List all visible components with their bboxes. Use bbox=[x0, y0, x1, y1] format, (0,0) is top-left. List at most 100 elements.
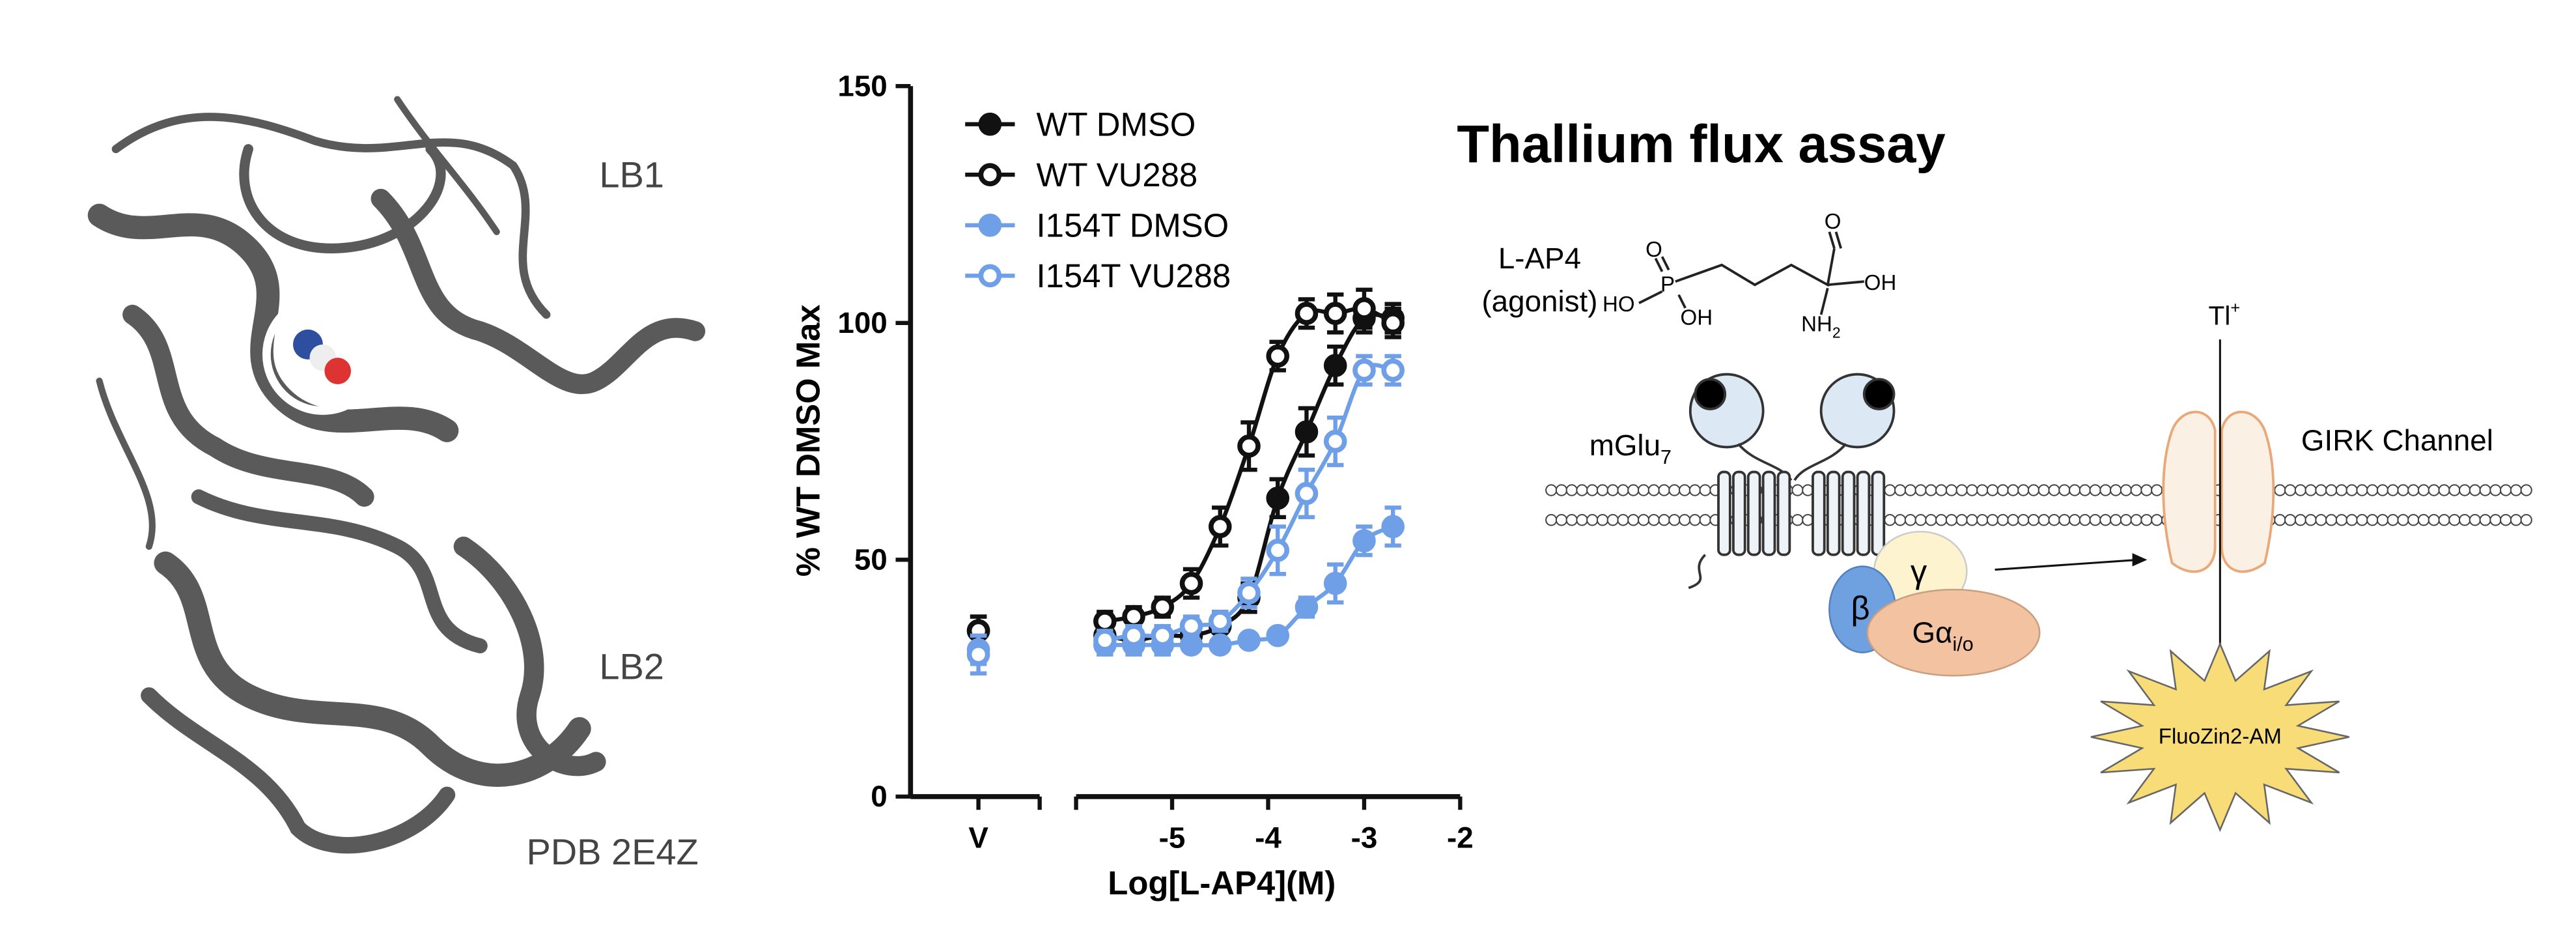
data-point bbox=[1295, 481, 1319, 505]
lipid bbox=[1658, 484, 1670, 496]
data-point bbox=[1381, 311, 1405, 335]
lipid bbox=[2417, 514, 2430, 526]
lipid bbox=[2520, 484, 2532, 496]
lipid bbox=[2099, 484, 2112, 496]
helix bbox=[1761, 470, 1776, 556]
lipid bbox=[1668, 484, 1681, 496]
lipid bbox=[2407, 514, 2420, 526]
lipid bbox=[2274, 484, 2286, 496]
lipid bbox=[1986, 514, 1999, 526]
x-tick-label: -5 bbox=[1159, 821, 1186, 855]
lipid bbox=[2438, 484, 2450, 496]
lipid bbox=[2284, 484, 2297, 496]
data-point bbox=[1151, 595, 1175, 619]
lipid bbox=[2397, 484, 2409, 496]
lipid bbox=[1555, 484, 1568, 496]
lipid bbox=[1658, 514, 1670, 526]
lipid bbox=[1802, 484, 1814, 496]
alpha-subunit bbox=[1866, 588, 2041, 677]
lipid bbox=[1647, 514, 1660, 526]
data-point bbox=[1208, 610, 1232, 633]
lipid bbox=[2079, 514, 2092, 526]
data-point bbox=[1323, 571, 1347, 595]
lipid bbox=[1904, 484, 1917, 496]
lipid bbox=[2140, 484, 2153, 496]
data-point bbox=[1323, 354, 1347, 377]
data-point bbox=[1266, 538, 1290, 562]
lipid bbox=[2079, 484, 2092, 496]
lipid bbox=[2058, 514, 2071, 526]
lipid bbox=[2007, 514, 2019, 526]
lipid bbox=[2458, 484, 2471, 496]
data-point bbox=[1237, 629, 1261, 652]
lipid bbox=[2376, 484, 2389, 496]
lipid bbox=[1699, 514, 1711, 526]
receptor-label: mGlu bbox=[1589, 429, 1660, 462]
lipid bbox=[2284, 514, 2297, 526]
lipid bbox=[2058, 484, 2071, 496]
lipid bbox=[2037, 484, 2051, 496]
lipid bbox=[2520, 514, 2532, 526]
chem-subscript: 2 bbox=[1832, 324, 1841, 341]
lipid bbox=[1935, 484, 1948, 496]
receptor-label: mGlu7 bbox=[1589, 429, 1672, 468]
lipid bbox=[1914, 514, 1927, 526]
lipid bbox=[1945, 514, 1958, 526]
data-point bbox=[1237, 434, 1261, 458]
data-point bbox=[966, 642, 990, 666]
alpha-label: Gαi/o bbox=[1912, 616, 1973, 655]
data-point bbox=[1352, 529, 1376, 553]
lipid bbox=[2151, 484, 2163, 496]
lipid bbox=[1884, 514, 1896, 526]
lipid bbox=[1586, 514, 1599, 526]
lipid bbox=[1565, 514, 1578, 526]
lipid bbox=[1555, 514, 1568, 526]
data-point bbox=[1323, 302, 1347, 326]
lipid bbox=[1678, 484, 1691, 496]
pdb-label: PDB 2E4Z bbox=[527, 831, 699, 872]
lipid bbox=[1586, 484, 1599, 496]
lipid bbox=[2510, 514, 2523, 526]
lipid bbox=[1914, 484, 1927, 496]
legend-marker bbox=[978, 264, 1002, 288]
y-axis-label: % WT DMSO Max bbox=[790, 304, 827, 576]
lipid bbox=[2274, 514, 2286, 526]
lipid bbox=[2017, 514, 2030, 526]
lipid bbox=[2448, 484, 2461, 496]
lb2-label: LB2 bbox=[599, 646, 664, 687]
protein-structure bbox=[87, 96, 706, 854]
lipid bbox=[1894, 514, 1907, 526]
diagram-title: Thallium flux assay bbox=[1457, 115, 1945, 174]
y-tick-label: 100 bbox=[837, 306, 887, 339]
lipid bbox=[2007, 484, 2019, 496]
lipid bbox=[2448, 514, 2461, 526]
lipid bbox=[2027, 514, 2040, 526]
x-axis-label: Log[L-AP4](M) bbox=[1108, 864, 1336, 902]
data-point bbox=[1093, 610, 1117, 633]
lipid bbox=[1996, 514, 2009, 526]
legend-label: WT DMSO bbox=[1037, 106, 1196, 143]
data-point bbox=[1122, 604, 1145, 629]
lipid bbox=[2438, 514, 2450, 526]
lipid bbox=[2140, 514, 2153, 526]
lipid bbox=[1945, 484, 1958, 496]
chem-atom: P bbox=[1660, 272, 1675, 296]
chem-atom: OH bbox=[1864, 271, 1897, 295]
lipid bbox=[1802, 514, 1814, 526]
lipid bbox=[1925, 514, 1937, 526]
lipid bbox=[2428, 484, 2440, 496]
lipid bbox=[1627, 514, 1640, 526]
lipid bbox=[2017, 484, 2030, 496]
y-tick-label: 0 bbox=[871, 780, 887, 813]
dye-burst bbox=[2090, 642, 2349, 832]
lb1-label: LB1 bbox=[599, 154, 664, 195]
lipid bbox=[1688, 484, 1701, 496]
x-tick-label: -2 bbox=[1447, 821, 1474, 855]
legend-marker bbox=[978, 163, 1002, 187]
lipid bbox=[2120, 484, 2133, 496]
legend-marker bbox=[978, 213, 1002, 237]
data-point bbox=[1295, 302, 1319, 326]
lipid bbox=[2356, 514, 2368, 526]
lipid bbox=[1678, 514, 1691, 526]
x-tick-label: -3 bbox=[1351, 821, 1378, 855]
